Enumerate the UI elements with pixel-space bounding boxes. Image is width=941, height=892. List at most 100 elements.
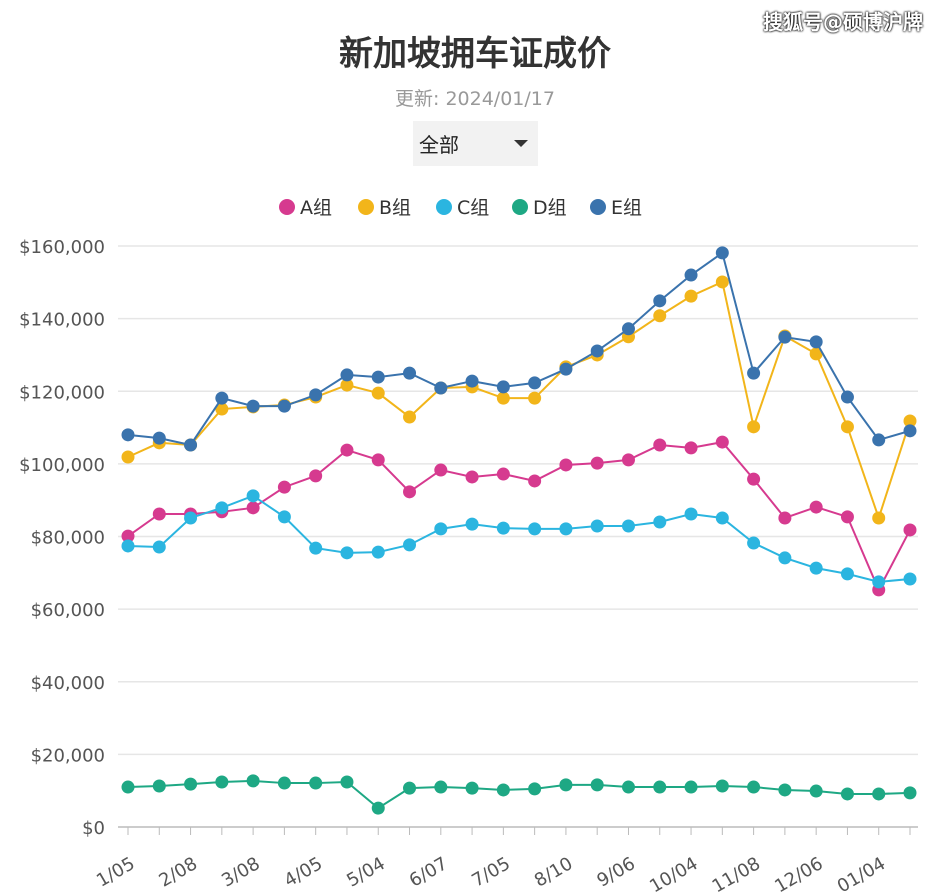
data-point — [528, 376, 542, 390]
y-tick-label: $60,000 — [31, 600, 105, 621]
data-point — [246, 489, 260, 503]
watermark: 搜狐号@硕博沪牌 — [763, 10, 923, 34]
data-point — [715, 511, 729, 525]
data-point — [778, 783, 792, 797]
data-point — [559, 778, 573, 792]
x-tick-label: 10/04 — [646, 853, 701, 892]
data-point — [747, 472, 761, 486]
data-point — [152, 431, 166, 445]
data-point — [465, 781, 479, 795]
data-point — [653, 780, 667, 794]
data-point — [715, 435, 729, 449]
data-point — [747, 536, 761, 550]
x-tick-label: 3/08 — [218, 853, 264, 891]
data-point — [809, 784, 823, 798]
data-point — [340, 378, 354, 392]
x-tick-label: 7/05 — [468, 853, 514, 891]
data-point — [621, 780, 635, 794]
data-point — [371, 370, 385, 384]
legend-marker — [436, 199, 452, 215]
data-point — [747, 420, 761, 434]
legend-label: A组 — [300, 197, 332, 219]
data-point — [152, 779, 166, 793]
data-point — [590, 519, 604, 533]
data-point — [590, 344, 604, 358]
data-point — [215, 402, 229, 416]
data-point — [277, 776, 291, 790]
data-point — [496, 380, 510, 394]
data-point — [684, 507, 698, 521]
x-tick-label: 11/08 — [709, 853, 764, 892]
data-point — [621, 519, 635, 533]
data-point — [215, 775, 229, 789]
data-point — [121, 780, 135, 794]
data-point — [621, 322, 635, 336]
data-point — [684, 268, 698, 282]
data-point — [496, 521, 510, 535]
data-point — [340, 368, 354, 382]
data-point — [872, 575, 886, 589]
data-point — [403, 410, 417, 424]
series-line — [127, 251, 911, 447]
data-point — [309, 776, 323, 790]
data-point — [872, 433, 886, 447]
data-point — [903, 786, 917, 800]
data-point — [246, 774, 260, 788]
data-point — [496, 391, 510, 405]
data-point — [434, 780, 448, 794]
data-point — [184, 777, 198, 791]
data-point — [403, 538, 417, 552]
data-point — [403, 485, 417, 499]
data-point — [434, 381, 448, 395]
data-point — [277, 399, 291, 413]
data-point — [653, 515, 667, 529]
data-point — [903, 523, 917, 537]
y-tick-label: $80,000 — [31, 528, 105, 549]
x-tick-label: 4/05 — [281, 853, 327, 891]
data-point — [903, 424, 917, 438]
data-point — [184, 438, 198, 452]
series-line — [127, 779, 911, 810]
y-tick-label: $20,000 — [31, 745, 105, 766]
data-point — [528, 782, 542, 796]
y-tick-label: $160,000 — [19, 237, 105, 258]
data-point — [340, 546, 354, 560]
data-point — [496, 783, 510, 797]
y-tick-label: $0 — [82, 818, 105, 839]
data-point — [277, 510, 291, 524]
data-point — [653, 309, 667, 323]
data-point — [309, 541, 323, 555]
data-point — [715, 246, 729, 260]
legend-label: B组 — [379, 197, 411, 219]
data-point — [778, 330, 792, 344]
legend-marker — [590, 199, 606, 215]
group-filter-dropdown[interactable]: 全部 — [413, 121, 538, 166]
data-point — [215, 391, 229, 405]
data-point — [340, 443, 354, 457]
data-point — [121, 450, 135, 464]
data-point — [653, 294, 667, 308]
data-point — [434, 463, 448, 477]
data-point — [246, 501, 260, 515]
data-point — [840, 510, 854, 524]
data-point — [715, 275, 729, 289]
data-point — [371, 801, 385, 815]
x-tick-label: 5/04 — [343, 853, 389, 891]
data-point — [309, 469, 323, 483]
data-point — [528, 474, 542, 488]
data-point — [121, 529, 135, 543]
data-point — [246, 399, 260, 413]
data-point — [809, 347, 823, 361]
data-point — [684, 780, 698, 794]
data-point — [872, 511, 886, 525]
data-point — [403, 781, 417, 795]
data-point — [371, 545, 385, 559]
data-point — [872, 787, 886, 801]
data-point — [590, 778, 604, 792]
legend-label: C组 — [457, 197, 489, 219]
data-point — [277, 480, 291, 494]
data-point — [121, 539, 135, 553]
data-point — [559, 458, 573, 472]
chart-subtitle: 更新: 2024/01/17 — [395, 88, 555, 110]
